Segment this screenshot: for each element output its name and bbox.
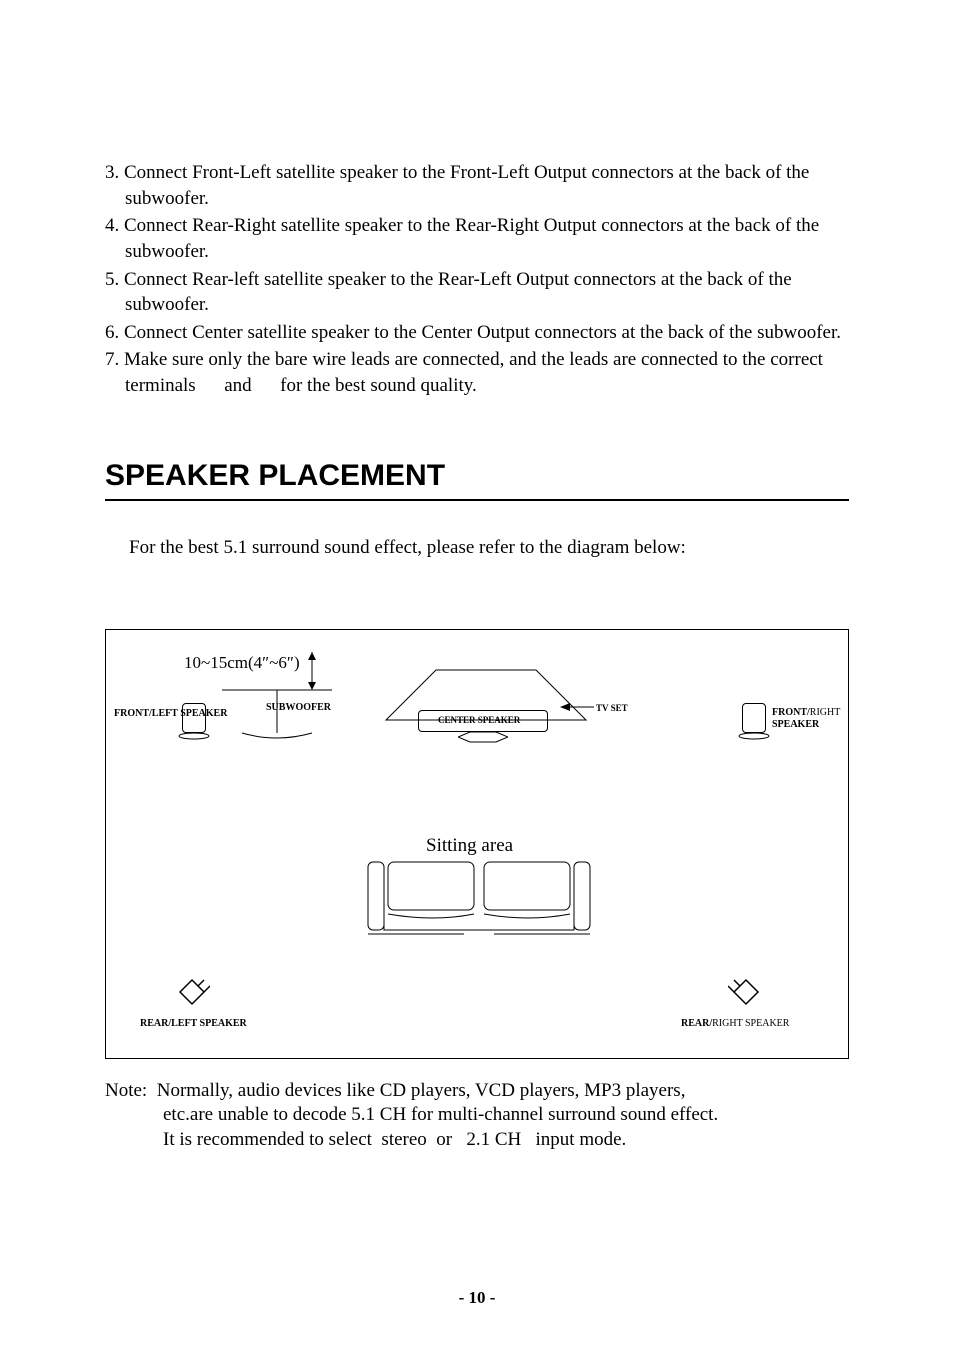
rear-left-shape	[174, 978, 210, 1014]
tvset-label: TV SET	[596, 703, 628, 714]
front-left-label: FRONT/LEFT SPEAKER	[114, 708, 227, 720]
instruction-3: 3. Connect Front-Left satellite speaker …	[105, 160, 849, 211]
sitting-area-label: Sitting area	[426, 835, 513, 857]
instruction-5: 5. Connect Rear-left satellite speaker t…	[105, 267, 849, 318]
instructions-list: 3. Connect Front-Left satellite speaker …	[105, 160, 849, 399]
tvset-arrow-icon	[560, 702, 594, 712]
intro-text: For the best 5.1 surround sound effect, …	[129, 537, 849, 559]
distance-label: 10~15cm(4″~6″)	[184, 653, 300, 673]
front-left-box	[182, 703, 206, 733]
front-right-label: FRONT/RIGHT SPEAKER	[772, 707, 840, 731]
subwoofer-shape	[222, 688, 332, 748]
rear-right-label: REAR/RIGHT SPEAKER	[681, 1018, 789, 1030]
front-right-box	[742, 703, 766, 733]
section-underline	[105, 499, 849, 501]
note-line1: Normally, audio devices like CD players,…	[157, 1080, 686, 1101]
sitting-area-shape	[364, 858, 594, 936]
page-number: - 10 -	[459, 1288, 496, 1308]
note-line2: etc.are unable to decode 5.1 CH for mult…	[163, 1103, 718, 1128]
placement-diagram: 10~15cm(4″~6″) SUBWOOFER TV SET CENTER S…	[105, 629, 849, 1059]
rear-left-label: REAR/LEFT SPEAKER	[140, 1018, 247, 1030]
center-speaker-label: CENTER SPEAKER	[438, 715, 520, 726]
note-section: Note: Normally, audio devices like CD pl…	[105, 1079, 849, 1153]
note-line3: It is recommended to select stereo or 2.…	[163, 1128, 626, 1153]
center-speaker-base	[458, 732, 508, 744]
instruction-4: 4. Connect Rear-Right satellite speaker …	[105, 213, 849, 264]
distance-arrow-icon	[306, 652, 318, 690]
front-left-base	[178, 733, 210, 741]
section-title: SPEAKER PLACEMENT	[105, 459, 849, 493]
instruction-6: 6. Connect Center satellite speaker to t…	[105, 320, 849, 346]
rear-right-shape	[728, 978, 764, 1014]
front-right-base	[738, 733, 770, 741]
instruction-7: 7. Make sure only the bare wire leads ar…	[105, 347, 849, 398]
note-label: Note:	[105, 1080, 147, 1101]
